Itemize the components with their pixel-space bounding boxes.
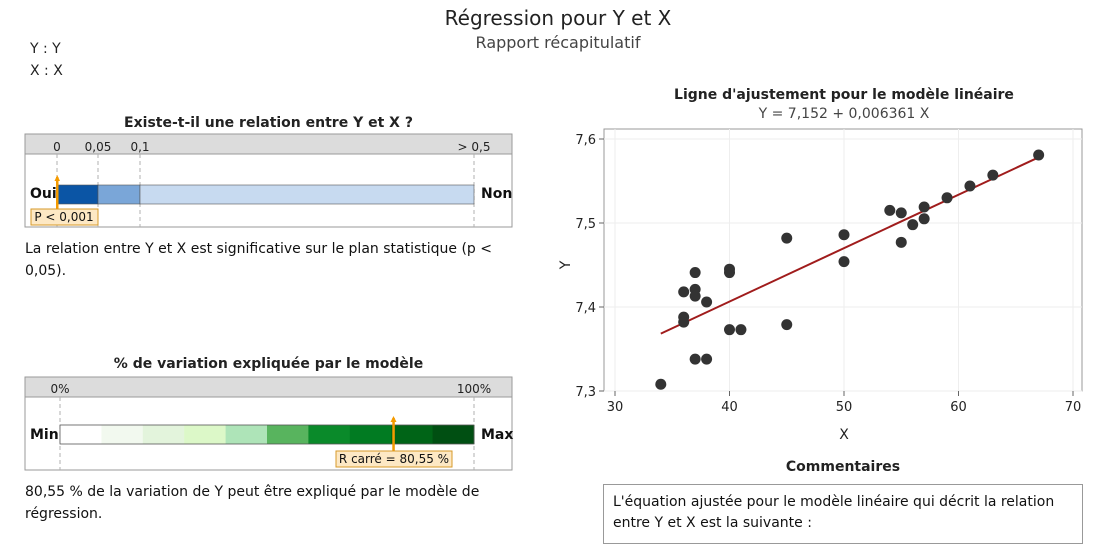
- y-axis-ticks: 7,3 7,4 7,5 7,6: [575, 133, 604, 400]
- x-tick-label: 60: [950, 400, 967, 415]
- variation-min-label: Min: [30, 427, 59, 443]
- r2-segment-7: [349, 425, 392, 444]
- data-point: [678, 286, 690, 298]
- relation-yes-label: Oui: [30, 186, 57, 202]
- p-value-marker-head: [54, 175, 60, 181]
- r2-label: R carré = 80,55 %: [339, 452, 449, 466]
- data-point: [918, 201, 930, 213]
- r2-segment-9: [432, 425, 475, 444]
- variation-max-label: Max: [481, 427, 513, 443]
- r2-segment-0: [60, 425, 102, 444]
- r2-segment-1: [101, 425, 144, 444]
- r2-segment-5: [267, 425, 309, 444]
- data-point: [838, 256, 850, 268]
- relation-no-label: Non: [481, 186, 512, 202]
- scale-label-100pct: 100%: [457, 382, 491, 396]
- data-point: [895, 236, 907, 248]
- x-variable-label: X : X: [30, 63, 63, 79]
- variation-scale-header: [24, 376, 513, 398]
- data-point: [781, 232, 793, 244]
- p-segment-weak: [139, 184, 475, 205]
- variation-conclusion: 80,55 % de la variation de Y peut être e…: [25, 484, 480, 522]
- x-axis-label: X: [839, 427, 849, 443]
- scale-label-0: 0: [53, 140, 61, 154]
- data-point: [655, 378, 667, 390]
- data-point: [689, 353, 701, 365]
- chart-title: Ligne d'ajustement pour le modèle linéai…: [674, 87, 1014, 103]
- x-axis-ticks: 30 40 50 60 70: [607, 391, 1082, 415]
- data-point: [918, 213, 930, 225]
- relation-scale-header: [24, 133, 513, 155]
- scale-label-0pct: 0%: [50, 382, 69, 396]
- y-tick-label: 7,3: [575, 385, 596, 400]
- report-subtitle: Rapport récapitulatif: [475, 33, 641, 52]
- scale-label-005: 0,05: [85, 140, 112, 154]
- r2-segment-3: [184, 425, 227, 444]
- x-tick-label: 30: [607, 400, 624, 415]
- data-point: [735, 324, 747, 336]
- p-value-label: P < 0,001: [34, 210, 93, 224]
- r2-gradient-bar: [60, 425, 475, 444]
- p-value-label-box: [30, 208, 99, 226]
- comments-title: Commentaires: [785, 459, 901, 475]
- data-point: [689, 290, 701, 302]
- x-tick-label: 40: [721, 400, 738, 415]
- comments-text: L'équation ajustée pour le modèle linéai…: [613, 494, 1055, 531]
- y-variable-label: Y : Y: [30, 41, 61, 57]
- data-point: [907, 219, 919, 231]
- data-point: [884, 204, 896, 216]
- fit-line-chart: Ligne d'ajustement pour le modèle linéai…: [558, 87, 1083, 443]
- relation-bar-svg: 0 0,05 0,1 > 0,5 Oui Non P < 0,001: [24, 133, 513, 228]
- data-point: [838, 229, 850, 241]
- data-point: [701, 353, 713, 365]
- x-tick-label: 50: [836, 400, 853, 415]
- data-point: [1033, 149, 1045, 161]
- regression-fit-line: [660, 156, 1040, 335]
- relation-conclusion: La relation entre Y et X est significati…: [25, 241, 492, 279]
- p-value-marker: [56, 177, 59, 210]
- r2-segment-6: [308, 425, 351, 444]
- relation-panel-title: Existe-t-il une relation entre Y et X ?: [124, 115, 413, 131]
- scale-label-05: > 0,5: [458, 140, 491, 154]
- y-tick-label: 7,4: [575, 301, 596, 316]
- scale-label-01: 0,1: [130, 140, 149, 154]
- variation-bar-svg: 0% 100% Min Max R carré = 80,55 %: [24, 376, 513, 471]
- report-title: Régression pour Y et X: [444, 6, 672, 30]
- r2-bar-outline: [59, 424, 475, 445]
- data-point: [678, 316, 690, 328]
- y-tick-label: 7,5: [575, 217, 596, 232]
- data-point: [701, 296, 713, 308]
- y-axis-label: Y: [558, 260, 574, 270]
- data-point: [941, 192, 953, 204]
- data-point: [724, 267, 735, 279]
- data-point: [964, 180, 976, 192]
- x-tick-label: 70: [1065, 400, 1082, 415]
- data-point: [781, 319, 793, 331]
- scatter-points: [655, 149, 1045, 390]
- variation-panel-title: % de variation expliquée par le modèle: [113, 356, 424, 372]
- data-point: [987, 169, 999, 181]
- r2-segment-4: [225, 425, 268, 444]
- data-point: [689, 267, 701, 279]
- y-tick-label: 7,6: [575, 133, 596, 148]
- r2-marker-head: [390, 416, 397, 422]
- r2-label-box: [335, 450, 453, 468]
- r2-segment-2: [142, 425, 185, 444]
- data-point: [724, 324, 735, 336]
- chart-equation: Y = 7,152 + 0,006361 X: [758, 106, 930, 122]
- r2-segment-8: [391, 425, 434, 444]
- data-point: [895, 207, 907, 219]
- r2-marker: [392, 418, 395, 452]
